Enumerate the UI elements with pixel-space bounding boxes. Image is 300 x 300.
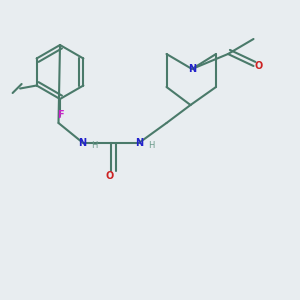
- Text: H: H: [148, 141, 155, 150]
- Text: N: N: [188, 64, 196, 74]
- Text: H: H: [91, 141, 98, 150]
- Text: O: O: [255, 61, 263, 71]
- Text: N: N: [78, 137, 87, 148]
- Text: F: F: [57, 110, 63, 121]
- Text: O: O: [105, 171, 114, 182]
- Text: N: N: [135, 137, 144, 148]
